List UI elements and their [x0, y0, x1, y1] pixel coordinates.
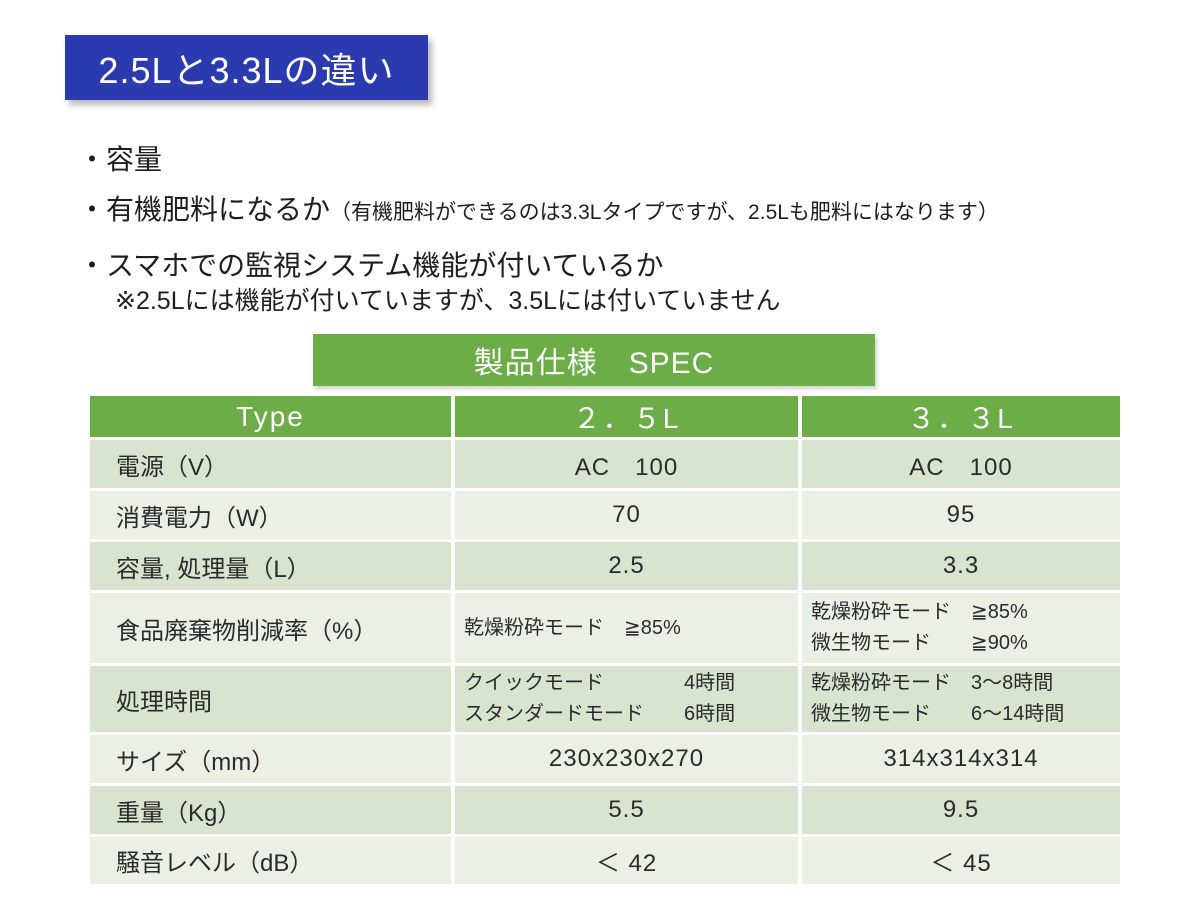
spec-cell: 3.3: [802, 542, 1120, 590]
spec-header-row: Type ２．５L ３．３L: [90, 396, 1120, 437]
page-title: 2.5Lと3.3Lの違い: [98, 49, 395, 91]
spec-cell: 乾燥粉砕モード 3～8時間 微生物モード 6～14時間: [802, 666, 1120, 732]
spec-row: 処理時間 クイックモード 4時間 スタンダードモード 6時間 乾燥粉砕モード 3～8時…: [90, 666, 1120, 732]
spec-cell: 230x230x270: [455, 735, 798, 783]
spec-header-col2: ３．３L: [802, 396, 1120, 437]
bullet-capacity: ・容量: [78, 144, 162, 176]
title-box: 2.5Lと3.3Lの違い: [65, 35, 428, 100]
bullet-capacity-text: 容量: [106, 144, 163, 175]
bullet-monitoring-footnote: ※2.5Lには機能が付いていますが、3.5Lには付いていません: [115, 287, 781, 316]
spec-row: 食品廃棄物削減率（%） 乾燥粉砕モード ≧85% 乾燥粉砕モード ≧85% 微生物モー…: [90, 593, 1120, 663]
spec-cell: 70: [455, 491, 798, 539]
spec-cell-line: スタンダードモード 6時間: [464, 703, 736, 725]
spec-banner-text: 製品仕様 SPEC: [473, 347, 715, 380]
spec-row: 容量, 処理量（L） 2.5 3.3: [90, 542, 1120, 590]
spec-cell: 乾燥粉砕モード ≧85%: [455, 593, 798, 663]
spec-cell: ＜ 45: [802, 837, 1120, 884]
spec-row-label: 処理時間: [90, 666, 451, 732]
bullet-dot: ・: [78, 194, 107, 225]
bullet-monitoring: ・スマホでの監視システム機能が付いているか ※2.5Lには機能が付いていますが、…: [78, 250, 781, 316]
spec-row: 騒音レベル（dB）＜ 42 ＜ 45: [90, 837, 1120, 884]
spec-row: 消費電力（W） 70 95: [90, 491, 1120, 539]
spec-cell: 95: [802, 491, 1120, 539]
spec-row-label: 電源（V）: [90, 440, 451, 488]
spec-row: 電源（V） AC 100 AC 100: [90, 440, 1120, 488]
spec-row-label: 騒音レベル（dB）: [90, 837, 451, 884]
spec-cell: 乾燥粉砕モード ≧85% 微生物モード ≧90%: [802, 593, 1120, 663]
spec-cell-line: 乾燥粉砕モード ≧85%: [811, 601, 1028, 623]
spec-cell: 9.5: [802, 786, 1120, 834]
bullet-monitoring-text: スマホでの監視システム機能が付いているか: [106, 250, 664, 281]
spec-cell: AC 100: [455, 440, 798, 488]
spec-row: 重量（Kg） 5.5 9.5: [90, 786, 1120, 834]
spec-row-label: 消費電力（W）: [90, 491, 451, 539]
spec-row-label: サイズ（mm）: [90, 735, 451, 783]
spec-row-label: 容量, 処理量（L）: [90, 542, 451, 590]
spec-header-col1: ２．５L: [455, 396, 798, 437]
bullet-dot: ・: [78, 250, 107, 281]
spec-cell-line: 乾燥粉砕モード ≧85%: [464, 616, 681, 639]
spec-row-label: 食品廃棄物削減率（%）: [90, 593, 451, 663]
spec-cell: ＜ 42: [455, 837, 798, 884]
spec-header-type: Type: [90, 396, 451, 437]
spec-cell-line: 微生物モード ≧90%: [811, 632, 1028, 654]
spec-cell-line: 乾燥粉砕モード 3～8時間: [811, 672, 1054, 694]
bullet-fertilizer: ・有機肥料になるか（有機肥料ができるのは3.3Lタイプですが、2.5Lも肥料には…: [78, 194, 999, 226]
spec-cell-line: クイックモード 4時間: [464, 672, 736, 694]
spec-banner: 製品仕様 SPEC: [313, 334, 875, 386]
bullet-fertilizer-note: （有機肥料ができるのは3.3Lタイプですが、2.5Lも肥料にはなります）: [330, 201, 999, 224]
spec-cell: 5.5: [455, 786, 798, 834]
bullet-dot: ・: [78, 144, 107, 175]
spec-cell: クイックモード 4時間 スタンダードモード 6時間: [455, 666, 798, 732]
bullet-fertilizer-text: 有機肥料になるか: [106, 194, 331, 225]
spec-cell-line: 微生物モード 6～14時間: [811, 703, 1065, 725]
spec-row-label: 重量（Kg）: [90, 786, 451, 834]
spec-row: サイズ（mm） 230x230x270 314x314x314: [90, 735, 1120, 783]
spec-table: Type ２．５L ３．３L 電源（V） AC 100 AC 100 消費電力（W） 70 95…: [90, 396, 1120, 887]
spec-cell: AC 100: [802, 440, 1120, 488]
spec-cell: 314x314x314: [802, 735, 1120, 783]
spec-cell: 2.5: [455, 542, 798, 590]
